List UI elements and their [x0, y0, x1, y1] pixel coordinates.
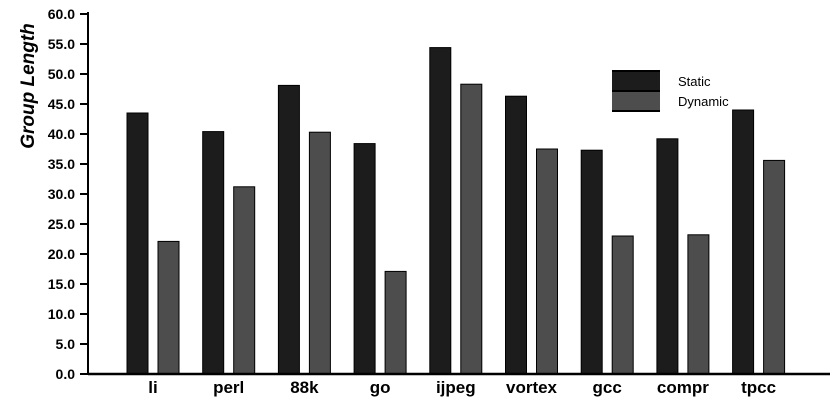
y-tick-label: 45.0 — [48, 96, 75, 112]
legend: Static Dynamic — [612, 70, 729, 112]
x-tick-label-li: li — [148, 378, 157, 397]
bar-static-88k — [277, 84, 300, 375]
y-tick-label: 60.0 — [48, 6, 75, 22]
y-tick-label: 35.0 — [48, 156, 75, 172]
bar-dynamic-gcc — [611, 235, 634, 375]
x-tick-label-perl: perl — [213, 378, 244, 397]
y-tick-label: 55.0 — [48, 36, 75, 52]
x-tick-label-go: go — [370, 378, 391, 397]
y-tick-label: 0.0 — [56, 366, 76, 382]
y-ticks: 0.0 5.0 10.0 15.0 20.0 25.0 30.0 35.0 40.0 45.0 50… — [48, 6, 88, 382]
y-tick-label: 10.0 — [48, 306, 75, 322]
x-tick-label-ijpeg: ijpeg — [436, 378, 476, 397]
y-tick-label: 30.0 — [48, 186, 75, 202]
x-tick-label-gcc: gcc — [593, 378, 622, 397]
bar-dynamic-tpcc — [763, 159, 786, 375]
bar-dynamic-88k — [308, 131, 331, 375]
bar-static-gcc — [580, 149, 603, 375]
bar-dynamic-go — [384, 270, 407, 375]
bar-static-ijpeg — [429, 47, 452, 375]
y-tick-label: 50.0 — [48, 66, 75, 82]
legend-swatch-dynamic — [612, 91, 660, 111]
bar-static-compr — [656, 138, 679, 375]
legend-label-static: Static — [678, 74, 711, 89]
x-tick-label-vortex: vortex — [506, 378, 558, 397]
y-tick-label: 40.0 — [48, 126, 75, 142]
legend-label-dynamic: Dynamic — [678, 94, 729, 109]
y-axis-title: Group Length — [18, 23, 39, 149]
bar-dynamic-li — [157, 240, 180, 375]
bars-layer — [126, 47, 786, 375]
bar-static-go — [353, 143, 376, 375]
x-tick-label-tpcc: tpcc — [741, 378, 776, 397]
y-tick-label: 20.0 — [48, 246, 75, 262]
y-tick-label: 5.0 — [56, 336, 76, 352]
x-tick-label-compr: compr — [657, 378, 709, 397]
bar-dynamic-perl — [233, 186, 256, 375]
bar-dynamic-ijpeg — [460, 83, 483, 375]
x-tick-label-88k: 88k — [290, 378, 319, 397]
bar-dynamic-vortex — [536, 148, 558, 375]
bar-static-vortex — [505, 95, 527, 375]
legend-swatch-static — [612, 71, 660, 91]
y-tick-label: 15.0 — [48, 276, 75, 292]
y-tick-label: 25.0 — [48, 216, 75, 232]
bar-static-tpcc — [732, 109, 755, 375]
bar-static-perl — [202, 131, 225, 375]
bar-dynamic-compr — [687, 234, 710, 375]
x-tick-labels: li perl 88k go ijpeg vortex gcc compr tpcc — [148, 378, 776, 397]
bar-static-li — [126, 112, 149, 375]
